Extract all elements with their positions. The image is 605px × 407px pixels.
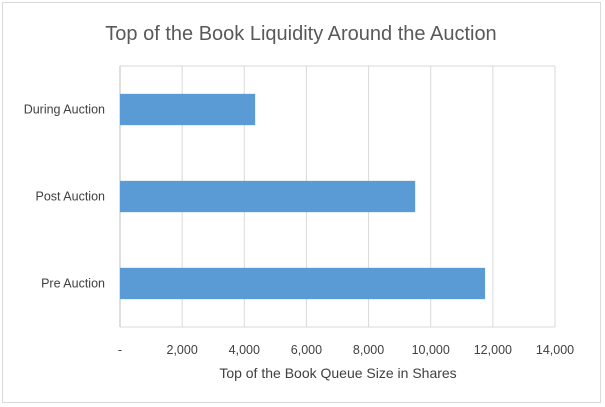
bar [120,180,416,213]
x-tick-label: 8,000 [353,343,384,357]
bar [120,267,486,300]
bar [120,93,256,126]
plot-area: During Auction Post Auction Pre Auction - 2,… [24,65,574,357]
x-tick-label: 12,000 [474,343,512,357]
x-tick-label: 6,000 [291,343,322,357]
x-axis-label: Top of the Book Queue Size in Shares [219,365,456,381]
x-tick-label: 10,000 [412,343,450,357]
y-tick-label: Pre Auction [41,277,105,291]
x-tick-label: 14,000 [536,343,574,357]
y-tick-label: During Auction [24,103,105,117]
x-tick-label: 4,000 [229,343,260,357]
y-tick-label: Post Auction [36,190,106,204]
x-tick-label: - [118,343,122,357]
x-tick-label: 2,000 [167,343,198,357]
chart-title: Top of the Book Liquidity Around the Auc… [105,23,496,45]
